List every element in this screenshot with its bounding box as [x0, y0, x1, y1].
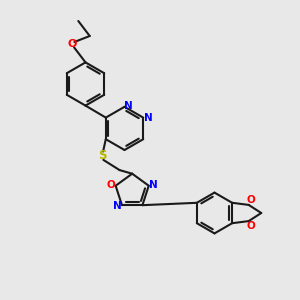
Text: N: N	[149, 180, 158, 190]
Text: S: S	[98, 149, 106, 162]
Text: O: O	[247, 221, 255, 231]
Text: N: N	[113, 201, 122, 211]
Text: N: N	[144, 112, 152, 123]
Text: O: O	[106, 180, 115, 190]
Text: O: O	[68, 39, 77, 49]
Text: O: O	[247, 195, 255, 205]
Text: N: N	[124, 100, 133, 111]
